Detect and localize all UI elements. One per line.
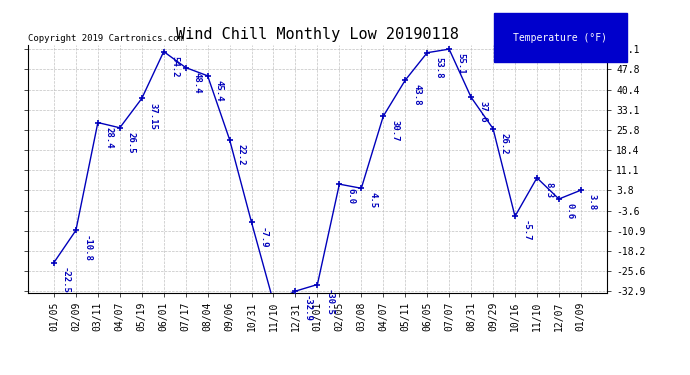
Text: 48.4: 48.4 (193, 72, 201, 93)
Text: 55.1: 55.1 (456, 53, 465, 75)
Text: 6.0: 6.0 (346, 188, 355, 204)
Text: 53.8: 53.8 (434, 57, 443, 78)
Text: 8.3: 8.3 (544, 182, 553, 198)
Text: 54.2: 54.2 (170, 56, 179, 77)
Text: Temperature (°F): Temperature (°F) (513, 33, 607, 42)
Text: 4.5: 4.5 (368, 192, 377, 208)
Text: 30.7: 30.7 (391, 120, 400, 142)
Text: 37.15: 37.15 (149, 103, 158, 129)
Text: -10.8: -10.8 (83, 234, 92, 261)
Text: 0.6: 0.6 (566, 203, 575, 219)
Text: -22.5: -22.5 (61, 267, 70, 294)
Text: 43.8: 43.8 (412, 84, 421, 106)
Text: Copyright 2019 Cartronics.com: Copyright 2019 Cartronics.com (28, 33, 184, 42)
Text: 28.4: 28.4 (105, 127, 114, 148)
Text: 45.4: 45.4 (215, 80, 224, 102)
Text: 3.8: 3.8 (588, 194, 597, 210)
Title: Wind Chill Monthly Low 20190118: Wind Chill Monthly Low 20190118 (176, 27, 459, 42)
Text: -32.9: -32.9 (302, 295, 311, 322)
Text: 26.2: 26.2 (500, 133, 509, 154)
Text: 37.6: 37.6 (478, 101, 487, 123)
Text: 26.5: 26.5 (127, 132, 136, 153)
Text: -7.9: -7.9 (259, 226, 268, 248)
Text: -5.7: -5.7 (522, 220, 531, 242)
Text: 22.2: 22.2 (237, 144, 246, 165)
Text: -36.9: -36.9 (0, 374, 1, 375)
Text: -30.5: -30.5 (324, 289, 333, 316)
